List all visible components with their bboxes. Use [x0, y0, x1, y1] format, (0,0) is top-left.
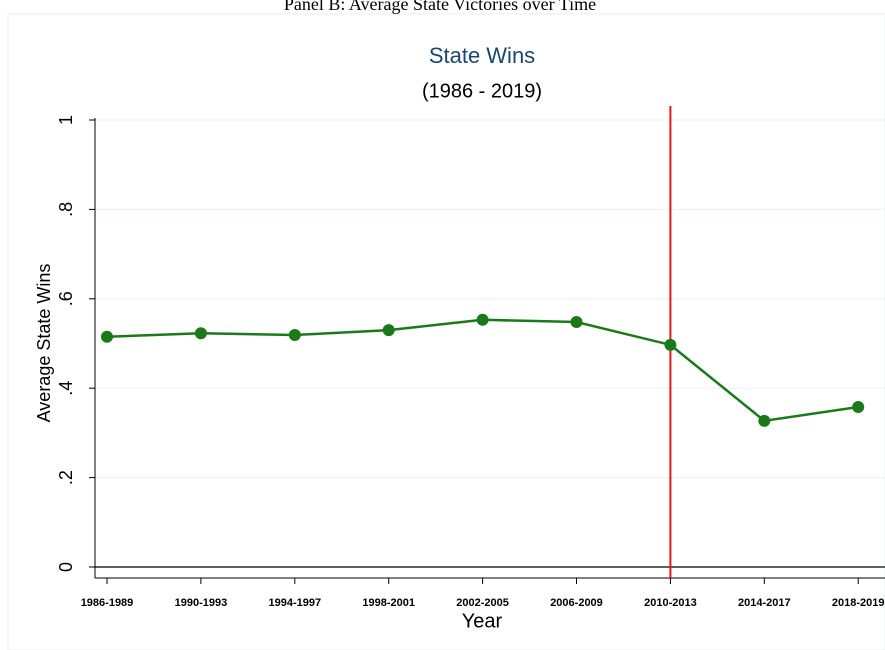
- x-tick-label: 1998-2001: [362, 597, 415, 609]
- x-tick-label: 2006-2009: [550, 597, 603, 609]
- y-tick-label: .2: [56, 470, 76, 485]
- x-axis-label: Year: [462, 610, 503, 632]
- x-tick-label: 1986-1989: [81, 597, 134, 609]
- chart-subtitle: (1986 - 2019): [422, 80, 542, 102]
- data-point: [476, 313, 489, 326]
- x-tick-label: 2002-2005: [456, 597, 509, 609]
- y-tick-label: 1: [56, 115, 76, 125]
- data-point: [101, 330, 113, 343]
- x-tick-label: 2010-2013: [644, 597, 697, 609]
- data-point: [664, 338, 677, 351]
- x-tick-label: 2014-2017: [738, 597, 791, 609]
- x-tick-label: 2018-2019: [832, 597, 885, 609]
- data-point: [288, 329, 301, 342]
- y-tick-label: .6: [56, 291, 76, 306]
- data-point: [758, 414, 771, 427]
- chart-title: State Wins: [429, 43, 535, 68]
- data-point: [852, 400, 865, 413]
- y-tick-label: .8: [56, 202, 76, 217]
- y-axis-label: Average State Wins: [34, 264, 54, 423]
- x-tick-label: 1990-1993: [175, 597, 228, 609]
- panel-title: Panel B: Average State Victories over Ti…: [284, 0, 596, 14]
- chart-frame: [7, 13, 885, 650]
- data-point: [194, 327, 207, 340]
- y-tick-label: 0: [56, 562, 76, 572]
- y-tick-label: .4: [56, 381, 76, 396]
- x-tick-label: 1994-1997: [268, 597, 321, 609]
- data-point: [570, 316, 583, 329]
- data-point: [382, 324, 395, 337]
